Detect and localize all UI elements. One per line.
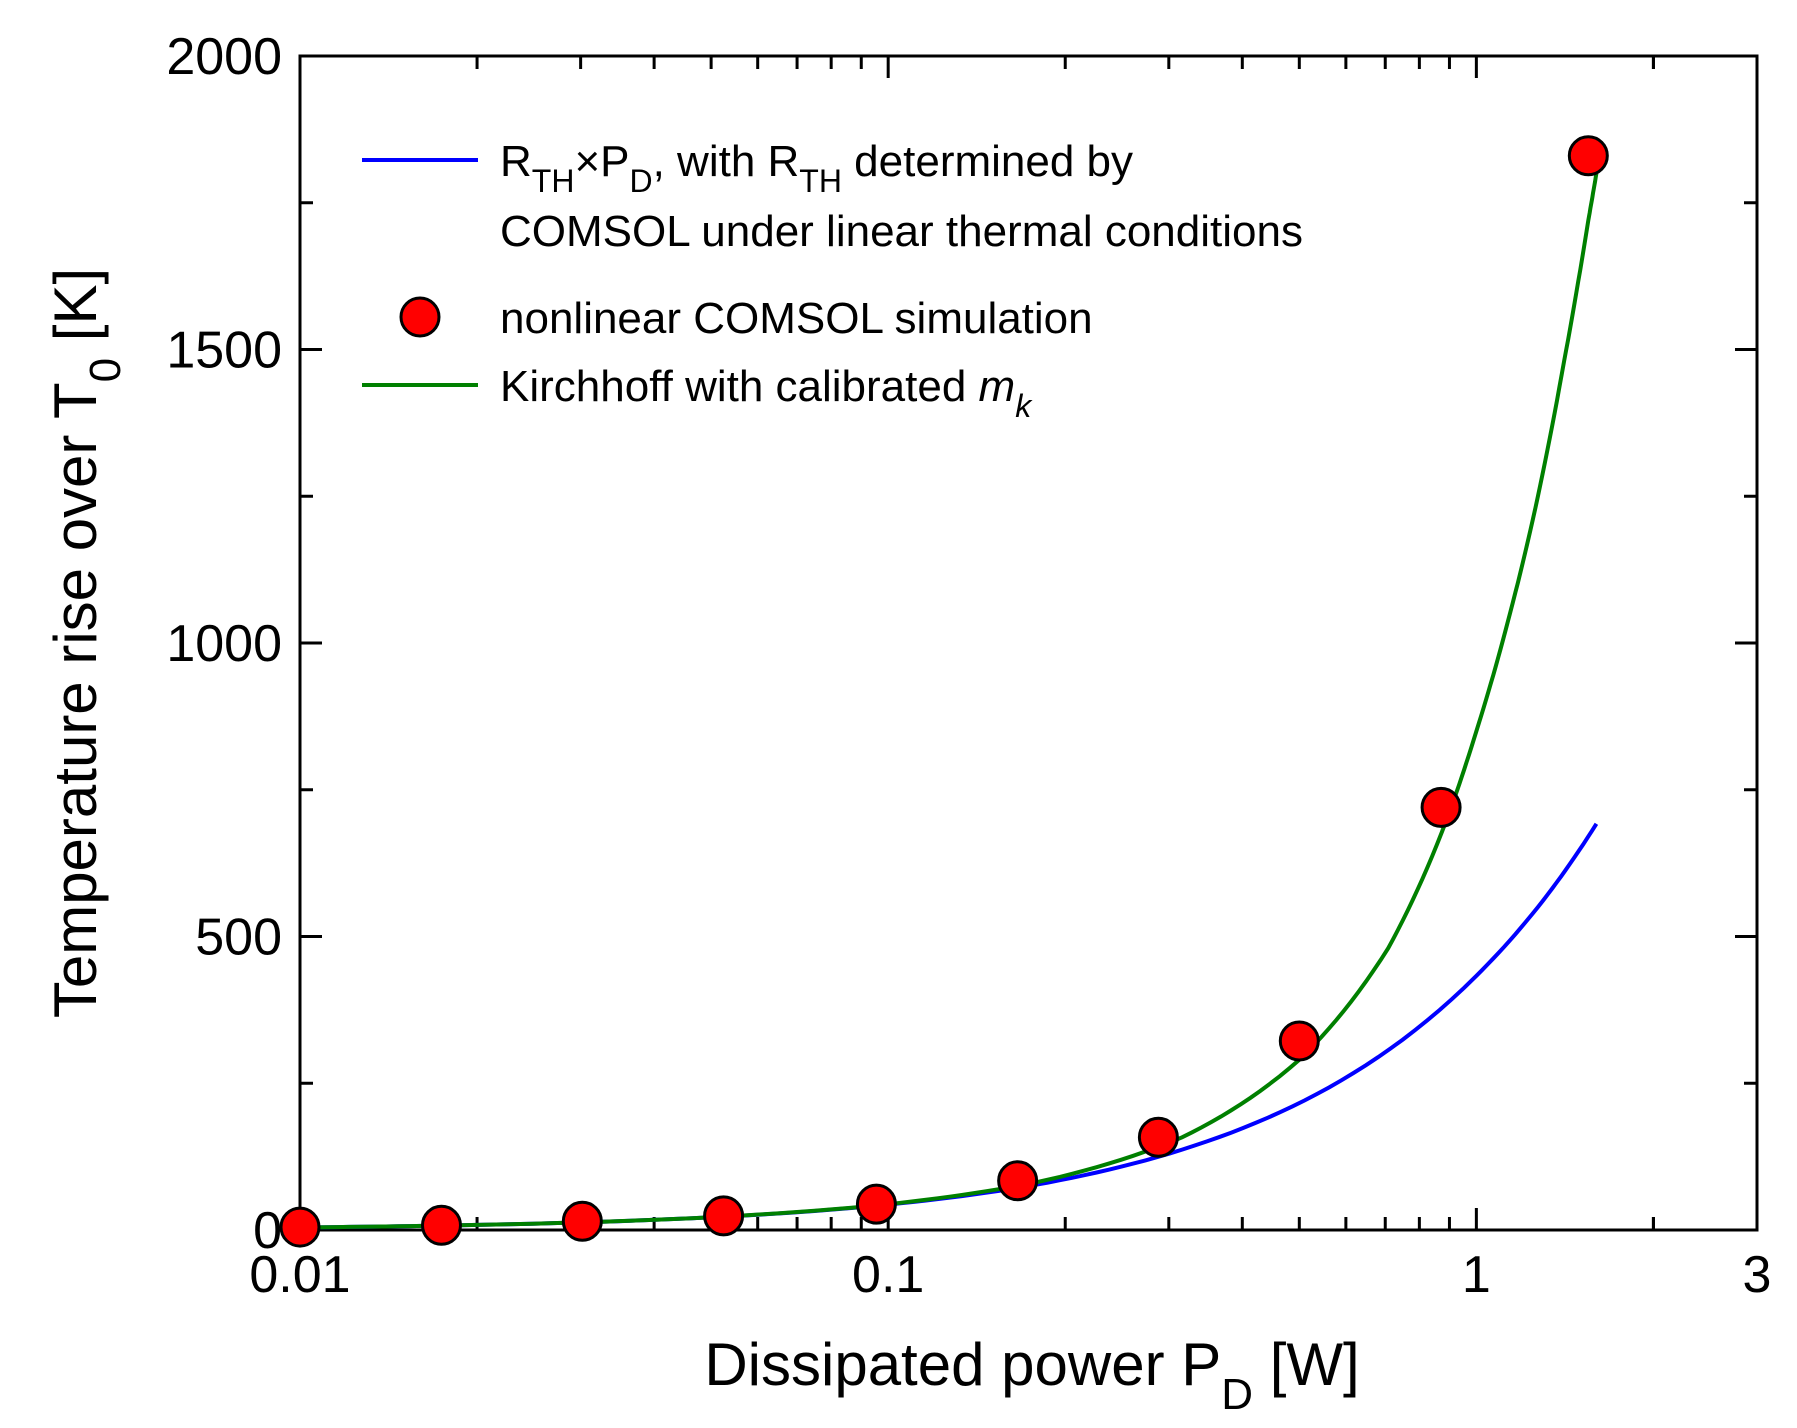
data-point [279, 1206, 321, 1248]
legend-text-run: k [1015, 388, 1033, 424]
x-tick-label: 3 [1743, 1246, 1772, 1304]
axis-tick-labels: 0 500 1000 1500 2000 0.01 0.1 1 3 [166, 28, 1771, 1304]
legend-text-run: R [500, 137, 532, 186]
legend-text-run: ×P [574, 137, 629, 186]
data-point [420, 1204, 462, 1246]
y-tick-label: 1000 [166, 615, 282, 673]
legend-text-run: , with R [653, 137, 800, 186]
data-point [1278, 1020, 1320, 1062]
legend-text-run: TH [532, 163, 575, 199]
y-tick-label: 0 [253, 1202, 282, 1260]
y-axis-title-unit: [K] [42, 268, 109, 358]
y-axis-title: Temperature rise over T0 [K] [42, 268, 130, 1018]
legend-text-run: Kirchhoff with calibrated [500, 362, 979, 411]
legend-swatch-marker [399, 296, 441, 338]
x-axis-title-unit: [W] [1253, 1331, 1360, 1398]
legend-entry-label: RTH×PD, with RTH determined by [500, 137, 1133, 199]
y-axis-title-main: Temperature rise over T [42, 382, 109, 1018]
x-axis-title: Dissipated power PD [W] [704, 1331, 1359, 1419]
y-axis-title-subscript: 0 [81, 358, 130, 382]
data-point [561, 1200, 603, 1242]
x-tick-label: 0.01 [249, 1246, 350, 1304]
legend-text-run: m [979, 362, 1016, 411]
legend-entry-label: nonlinear COMSOL simulation [500, 294, 1093, 343]
data-point [1420, 786, 1462, 828]
x-tick-label: 1 [1462, 1246, 1491, 1304]
x-axis-title-main: Dissipated power P [704, 1331, 1221, 1398]
data-point [1567, 135, 1609, 177]
y-tick-label: 1500 [166, 322, 282, 380]
legend-text-run: determined by [842, 137, 1133, 186]
data-point [855, 1183, 897, 1225]
y-tick-label: 500 [195, 909, 282, 967]
x-tick-label: 0.1 [852, 1246, 924, 1304]
series-line-0 [299, 822, 1599, 1230]
data-point [1137, 1116, 1179, 1158]
x-axis-title-subscript: D [1221, 1370, 1253, 1419]
series-line-2 [299, 173, 1599, 1230]
data-point [703, 1195, 745, 1237]
legend-entry-label: Kirchhoff with calibrated mk [500, 362, 1033, 424]
legend-text-run: D [629, 163, 652, 199]
legend-text-run: nonlinear COMSOL simulation [500, 294, 1093, 343]
legend-entry-label-continued: COMSOL under linear thermal conditions [500, 207, 1303, 256]
data-series [279, 135, 1609, 1248]
y-tick-label: 2000 [166, 28, 282, 86]
data-point [997, 1160, 1039, 1202]
legend-text-run: TH [799, 163, 842, 199]
